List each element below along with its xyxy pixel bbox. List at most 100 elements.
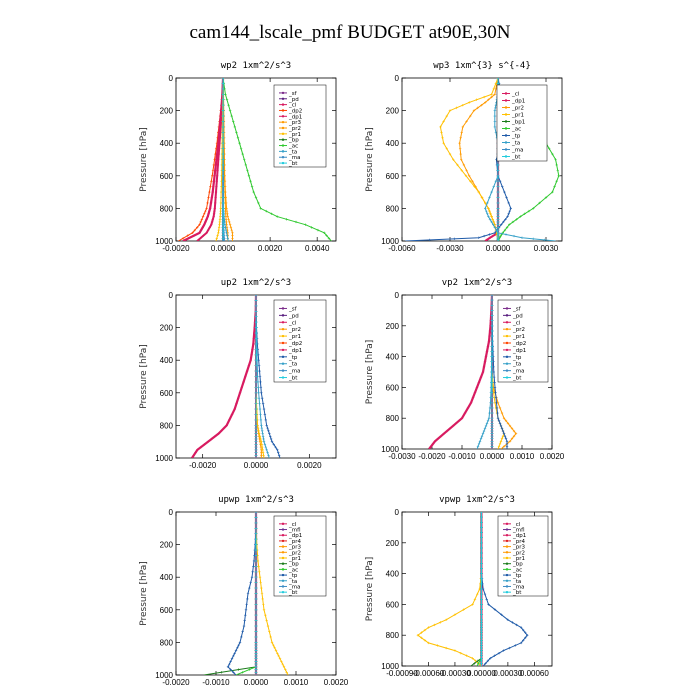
data-point_dp2: [193, 228, 197, 232]
data-point_pr2: [502, 417, 506, 420]
data-point_bt: [496, 180, 500, 183]
data-point_dp2: [201, 215, 205, 218]
legend-marker_dp1: [281, 115, 285, 118]
data-point_tp: [502, 432, 506, 435]
data-point_tp: [506, 618, 510, 621]
data-point_dp1: [212, 185, 215, 188]
legend-marker_tp: [281, 355, 285, 359]
data-point_ta: [265, 448, 268, 452]
data-point_ta: [476, 445, 480, 448]
data-point_ta: [493, 109, 496, 112]
data-point_pr1: [219, 215, 222, 218]
data-point_tp: [505, 196, 508, 199]
data-point_bt: [254, 353, 258, 356]
legend-label_ac: _ac: [288, 567, 298, 573]
panel-title: vpwp 1xm^2/s^3: [439, 495, 515, 505]
data-point_ac: [304, 223, 307, 226]
data-point_ta: [481, 432, 485, 435]
data-point_bt: [496, 226, 500, 229]
legend-marker_sf: [281, 307, 285, 310]
y-tick-label: 400: [386, 570, 400, 579]
data-point_bt: [490, 350, 494, 353]
data-point_bt: [490, 386, 494, 389]
legend-marker_pr1: [281, 334, 285, 338]
data-point_ac: [553, 185, 556, 188]
data-point_ta: [257, 397, 261, 400]
data-point_bt: [490, 396, 494, 399]
data-point_pr1: [262, 454, 265, 457]
data-point_tp: [241, 630, 244, 633]
data-point_ta: [520, 236, 524, 239]
y-tick-label: 600: [160, 389, 174, 398]
legend-label_bt: _bt: [288, 376, 298, 382]
data-point_tp: [258, 369, 261, 373]
data-point_dp1: [242, 380, 245, 384]
data-point_bt: [254, 435, 258, 438]
data-point_ac: [505, 226, 509, 229]
panel-3: up2 1xm^2/s^3 Pressure [hPa] 0 200 400 600 800…: [139, 278, 337, 470]
legend-marker_ac: [281, 144, 285, 147]
legend-marker_dp2: [505, 341, 509, 345]
legend-label_pr3: _pr3: [288, 545, 302, 551]
data-point_ac: [532, 207, 535, 210]
data-point_pr1: [448, 152, 452, 156]
legend-label_bp: _bp: [288, 138, 299, 144]
y-tick-label: 200: [386, 107, 400, 116]
data-point_bt: [221, 190, 225, 194]
data-point_pr1: [217, 226, 221, 229]
data-point_tp: [526, 634, 529, 637]
data-point_tp: [229, 660, 232, 663]
data-point_dp1: [245, 369, 249, 373]
x-tick-label: 0.0020: [540, 452, 565, 461]
data-point_dp1: [457, 419, 461, 422]
data-point_tp: [249, 581, 252, 584]
x-tick-label: -0.0010: [202, 678, 230, 687]
data-point_bt: [221, 87, 225, 91]
data-point_tp: [243, 619, 246, 622]
data-point_dp1: [210, 437, 213, 441]
series-lines: [178, 78, 332, 241]
data-point_ta: [267, 454, 270, 457]
legend-marker_pr2: [281, 126, 285, 130]
data-point_bt: [480, 562, 483, 565]
data-point_dp1: [469, 401, 473, 404]
x-tick-label: -0.00060: [413, 669, 445, 678]
data-point_pr1: [420, 636, 423, 639]
legend-label_tp: _tp: [512, 573, 522, 579]
data-point_ta: [225, 231, 228, 235]
data-point_cl: [487, 237, 490, 241]
data-point_tp: [277, 454, 281, 457]
data-point_tp: [493, 386, 497, 389]
y-tick-label: 1000: [381, 445, 399, 454]
data-point_dp1: [217, 142, 220, 145]
data-point_tp: [508, 209, 511, 213]
data-point_bt: [254, 597, 258, 601]
y-tick-label: 800: [160, 638, 174, 647]
data-point_pr2: [459, 136, 462, 139]
data-point_bt: [490, 434, 494, 438]
data-point_bt: [221, 142, 225, 145]
data-point_ta: [487, 417, 491, 420]
data-point_tp: [521, 639, 525, 642]
data-point_tp: [497, 651, 501, 655]
data-point_bt: [496, 218, 500, 221]
data-point_ac: [236, 136, 240, 139]
data-point_bt: [221, 223, 225, 226]
legend-marker_ma: [281, 585, 285, 588]
x-tick-label: 0.00030: [493, 669, 522, 678]
data-point_ta: [225, 234, 229, 237]
data-point_ac: [555, 180, 558, 183]
legend-marker_cl: [281, 321, 285, 324]
data-point_pr1: [416, 634, 420, 637]
data-point_pr1: [491, 218, 494, 221]
y-tick-label: 400: [160, 573, 174, 582]
data-point_pr1: [261, 448, 264, 452]
data-point_tp: [240, 635, 243, 639]
data-point_tp: [503, 190, 506, 194]
data-point_dp1: [252, 342, 255, 346]
data-point_dp1: [235, 402, 238, 405]
data-point_ac: [557, 174, 560, 177]
legend-label_ta: _ta: [288, 362, 297, 368]
data-point_ta: [493, 226, 496, 229]
x-tick-label: 0.0000: [244, 461, 269, 470]
